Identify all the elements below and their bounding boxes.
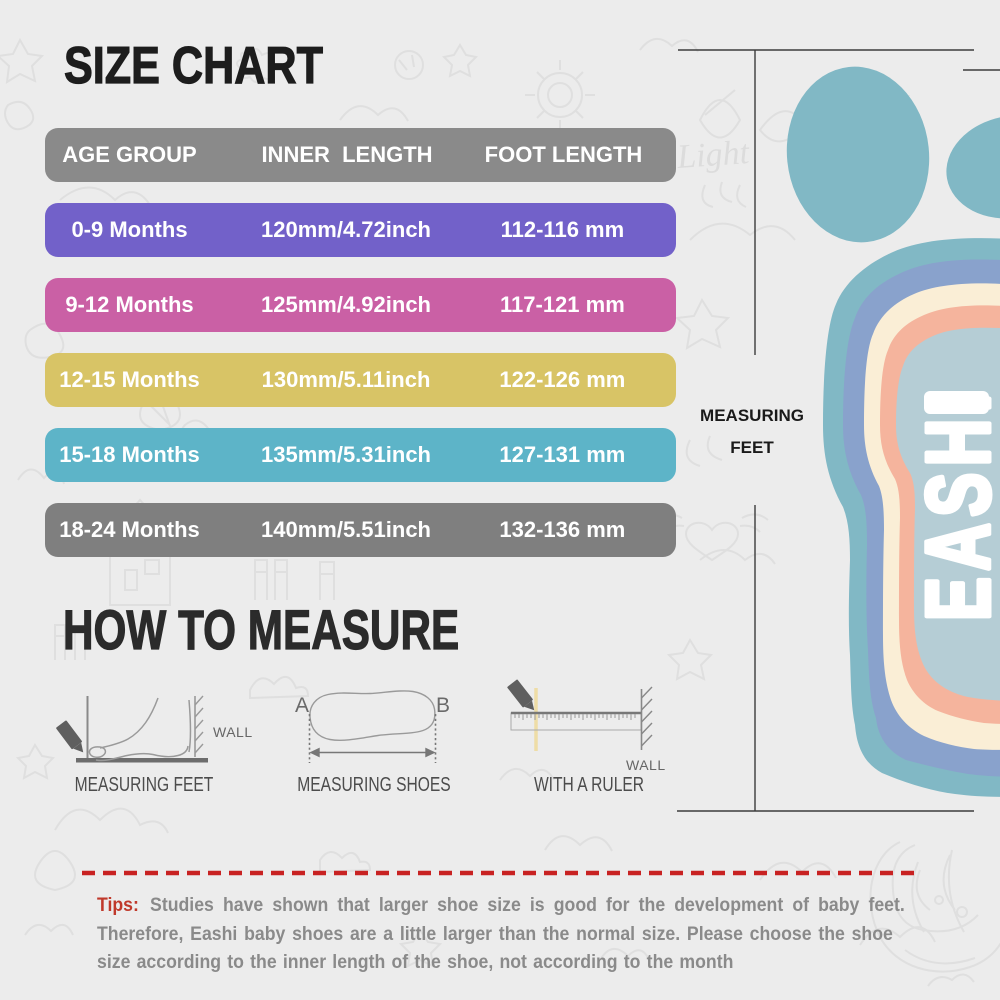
svg-text:WALL: WALL [213, 724, 253, 740]
svg-text:EASHI: EASHI [908, 387, 1000, 621]
svg-text:WALL: WALL [626, 757, 666, 773]
svg-text:B: B [436, 694, 450, 717]
svg-text:Light: Light [675, 134, 752, 176]
svg-text:A: A [295, 694, 309, 717]
